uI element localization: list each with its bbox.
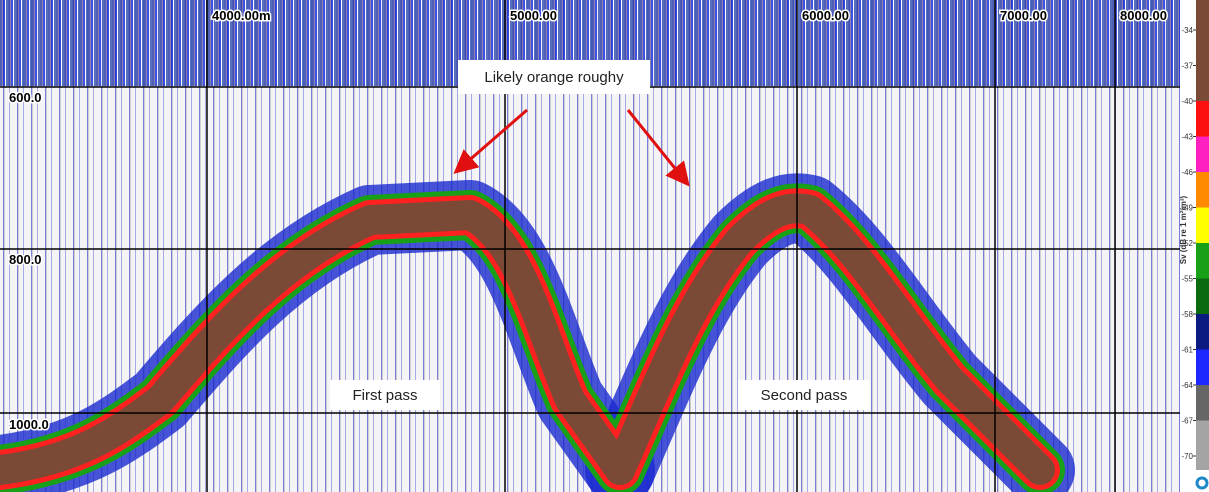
- colorbar-band: [1196, 0, 1209, 30]
- colorbar-tick-label: -46: [1181, 168, 1193, 177]
- colorbar-band: [1196, 385, 1209, 421]
- echo-core: [605, 193, 1055, 485]
- colorbar-tick-label: -67: [1181, 417, 1193, 426]
- colorbar-band: [1196, 101, 1209, 137]
- annotation-box: [458, 60, 650, 94]
- y-label: 800.0: [9, 252, 42, 267]
- x-label: 8000.00: [1120, 8, 1167, 23]
- colorbar-band: [1196, 278, 1209, 315]
- y-label: 600.0: [9, 90, 42, 105]
- x-label: 4000.00m: [212, 8, 271, 23]
- x-label: 6000.00: [802, 8, 849, 23]
- colorbar-label: Sv (dB re 1 m²/m³): [1179, 195, 1188, 264]
- x-label: 5000.00: [510, 8, 557, 23]
- arrow: [626, 109, 690, 187]
- colorbar-tick-label: -55: [1181, 275, 1193, 284]
- grid: [0, 0, 1180, 492]
- colorbar-band: [1196, 349, 1209, 386]
- colorbar-band: [1196, 420, 1209, 457]
- colorbar-tick-label: -37: [1181, 62, 1193, 71]
- colorbar-band: [1196, 207, 1209, 244]
- colorbar-tick-label: -64: [1181, 381, 1193, 390]
- colorbar-tick-label: -61: [1181, 346, 1193, 355]
- echo-arches: [0, 173, 1075, 492]
- app-icon: [1195, 476, 1209, 490]
- annotation: First pass: [352, 387, 417, 404]
- colorbar-tick-label: -43: [1181, 133, 1193, 142]
- colorbar-tick-label: -52: [1181, 239, 1193, 248]
- colorbar-band: [1196, 243, 1209, 279]
- x-label: 7000.00: [1000, 8, 1047, 23]
- colorbar-tick-label: -58: [1181, 310, 1193, 319]
- colorbar-band: [1196, 314, 1209, 350]
- colorbar-tick-label: -34: [1181, 26, 1193, 35]
- colorbar-tick-label: -70: [1181, 452, 1193, 461]
- y-label: 1000.0: [9, 417, 49, 432]
- colorbar-band: [1196, 65, 1209, 102]
- arrow: [453, 108, 528, 174]
- colorbar-band: [1196, 30, 1209, 66]
- surface-noise: [0, 0, 1180, 86]
- colorbar-band: [1196, 456, 1209, 470]
- annotation: Likely orange roughy: [484, 69, 624, 86]
- colorbar-tick-label: -40: [1181, 97, 1193, 106]
- echo-core: [0, 200, 635, 485]
- annotation: Second pass: [761, 387, 848, 404]
- colorbar-tick-label: -49: [1181, 204, 1193, 213]
- colorbar-band: [1196, 136, 1209, 173]
- annotation-box: [330, 380, 440, 410]
- colorbar-band: [1196, 172, 1209, 208]
- annotation-box: [738, 380, 870, 410]
